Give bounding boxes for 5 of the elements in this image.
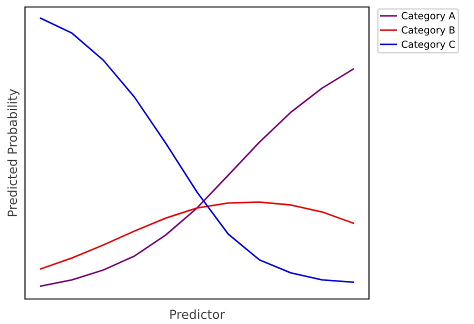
legend-label: Category B xyxy=(402,26,455,36)
legend-label: Category C xyxy=(402,40,455,50)
x-axis-title: Predictor xyxy=(170,309,225,320)
legend-label: Category A xyxy=(402,12,456,22)
y-axis-title: Predicted Probability xyxy=(7,89,20,216)
